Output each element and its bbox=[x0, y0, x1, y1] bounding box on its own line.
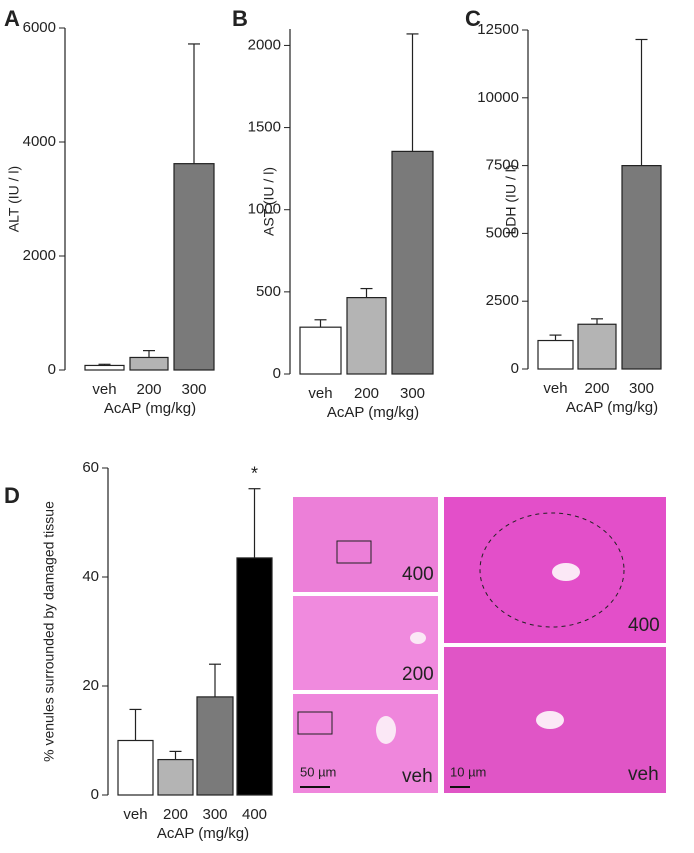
bar bbox=[299, 326, 342, 375]
bar bbox=[577, 323, 617, 370]
x-tick-label: 400 bbox=[242, 806, 267, 823]
x-tick-label: 300 bbox=[400, 385, 425, 402]
x-tick-label: veh bbox=[308, 385, 332, 402]
micrograph-label: 200 bbox=[402, 664, 434, 685]
micrographs: 400 200 veh 50 µm 400 veh 10 µm bbox=[293, 497, 666, 793]
x-tick-label: 200 bbox=[584, 380, 609, 397]
y-tick-label: 6000 bbox=[23, 19, 56, 36]
y-tick-label: 12500 bbox=[477, 21, 519, 38]
bar bbox=[117, 739, 154, 796]
x-tick-label: 200 bbox=[163, 806, 188, 823]
micrograph-label: veh bbox=[628, 764, 659, 785]
y-tick-label: 0 bbox=[273, 365, 281, 382]
bar bbox=[157, 758, 194, 796]
y-tick-label: 0 bbox=[511, 360, 519, 377]
inset-box bbox=[297, 711, 333, 735]
bar bbox=[236, 557, 273, 796]
annotation: * bbox=[251, 463, 258, 483]
y-tick-label: 1500 bbox=[248, 119, 281, 136]
y-axis-label: LDH (IU / l) bbox=[503, 165, 519, 235]
panel-letter: D bbox=[4, 483, 20, 508]
x-axis-label: AcAP (mg/kg) bbox=[157, 825, 249, 842]
x-tick-label: veh bbox=[123, 806, 147, 823]
y-axis-label: ALT (IU / l) bbox=[6, 166, 22, 232]
venule bbox=[536, 711, 564, 729]
inset-box bbox=[336, 540, 372, 564]
bar bbox=[391, 150, 434, 375]
y-tick-label: 0 bbox=[91, 786, 99, 803]
y-tick-label: 2000 bbox=[248, 36, 281, 53]
x-axis-label: AcAP (mg/kg) bbox=[327, 404, 419, 421]
micrograph-label: veh bbox=[402, 766, 433, 787]
scale-label: 10 µm bbox=[450, 764, 486, 779]
bar bbox=[537, 339, 574, 370]
y-tick-label: 7500 bbox=[486, 157, 519, 174]
scale-label: 50 µm bbox=[300, 764, 336, 779]
y-axis-label: AST (IU / l) bbox=[261, 167, 277, 236]
x-tick-label: veh bbox=[543, 380, 567, 397]
bar bbox=[346, 297, 387, 375]
y-tick-label: 500 bbox=[256, 283, 281, 300]
x-tick-label: 200 bbox=[136, 381, 161, 398]
y-tick-label: 0 bbox=[48, 361, 56, 378]
venule bbox=[410, 632, 426, 644]
y-tick-label: 20 bbox=[82, 677, 99, 694]
y-tick-label: 1000 bbox=[248, 201, 281, 218]
panel-letter: A bbox=[4, 6, 20, 31]
bar bbox=[173, 163, 215, 371]
y-tick-label: 60 bbox=[82, 459, 99, 476]
bar bbox=[196, 696, 234, 796]
panel-letter: C bbox=[465, 6, 481, 31]
bar bbox=[129, 356, 169, 371]
x-tick-label: 300 bbox=[629, 380, 654, 397]
y-tick-label: 10000 bbox=[477, 89, 519, 106]
x-axis-label: AcAP (mg/kg) bbox=[104, 400, 196, 417]
x-axis-label: AcAP (mg/kg) bbox=[566, 399, 658, 416]
x-tick-label: 300 bbox=[202, 806, 227, 823]
micrograph-label: 400 bbox=[628, 615, 660, 636]
micrograph-label: 400 bbox=[402, 564, 434, 585]
y-axis-label: % venules surrounded by damaged tissue bbox=[41, 501, 57, 762]
venule bbox=[552, 563, 580, 581]
micrograph bbox=[293, 497, 438, 592]
x-tick-label: 300 bbox=[181, 381, 206, 398]
y-tick-label: 40 bbox=[82, 568, 99, 585]
y-tick-label: 5000 bbox=[486, 224, 519, 241]
x-tick-label: 200 bbox=[354, 385, 379, 402]
bar bbox=[84, 364, 125, 371]
y-tick-label: 2500 bbox=[486, 292, 519, 309]
panel-letter: B bbox=[232, 6, 248, 31]
bar bbox=[621, 165, 662, 370]
damage-outline bbox=[479, 512, 625, 628]
y-tick-label: 4000 bbox=[23, 133, 56, 150]
x-tick-label: veh bbox=[92, 381, 116, 398]
venule bbox=[376, 716, 396, 744]
y-tick-label: 2000 bbox=[23, 247, 56, 264]
micrograph bbox=[293, 694, 438, 793]
